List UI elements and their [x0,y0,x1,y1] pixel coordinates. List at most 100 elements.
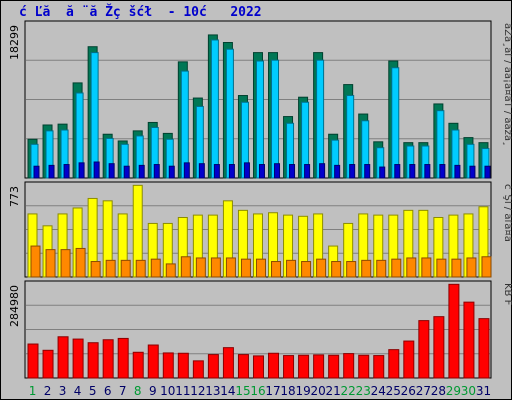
bar-top-s3-day-20 [319,163,326,179]
bar-top-s3-day-5 [93,161,100,179]
bar-middle-s2-day-23 [361,259,372,278]
bar-bottom-s1-day-21 [328,354,340,379]
bar-bottom-s1-day-12 [192,360,204,379]
x-tick-label-20: 20 [310,384,325,398]
bar-top-s3-day-31 [484,165,491,179]
x-tick-label-25: 25 [386,384,401,398]
bar-top-s3-day-29 [454,164,461,179]
bar-bottom-s1-day-5 [87,342,99,379]
bar-middle-s2-day-18 [286,259,297,278]
bar-bottom-s1-day-30 [463,301,475,379]
x-tick-label-8: 8 [134,384,142,398]
bar-middle-s2-day-11 [180,256,191,278]
bar-middle-s2-day-9 [150,258,161,278]
bar-middle-s2-day-8 [135,259,146,278]
bar-bottom-s1-day-22 [343,353,355,379]
bar-top-s3-day-12 [198,163,205,179]
bar-top-s2-day-13 [210,39,219,179]
y-max-label-top: 18299 [8,25,21,60]
x-tick-label-3: 3 [59,384,67,398]
x-tick-label-15: 15 [235,384,250,398]
bar-top-s3-day-23 [364,164,371,179]
x-tick-label-2: 2 [44,384,52,398]
bar-top-s3-day-26 [409,164,416,179]
bar-middle-s2-day-12 [195,257,206,278]
x-tick-label-24: 24 [371,384,386,398]
bar-top-s3-day-11 [183,162,190,179]
bar-middle-s2-day-24 [376,259,387,278]
bar-top-s3-day-21 [334,164,341,179]
bar-top-s3-day-4 [78,162,85,179]
bar-top-s3-day-17 [274,163,281,179]
x-tick-label-9: 9 [149,384,157,398]
bar-bottom-s1-day-15 [237,354,249,379]
bar-bottom-s1-day-11 [177,352,189,379]
x-tick-label-18: 18 [280,384,295,398]
bar-top-s3-day-15 [243,162,250,179]
bar-bottom-s1-day-26 [403,340,415,379]
x-tick-label-14: 14 [220,384,235,398]
x-tick-label-31: 31 [476,384,491,398]
bar-middle-s2-day-10 [165,263,176,278]
bar-bottom-s1-day-20 [313,354,325,379]
x-tick-label-5: 5 [89,384,97,398]
bar-bottom-s1-day-19 [298,354,310,379]
bar-top-s3-day-8 [138,164,145,179]
x-tick-label-21: 21 [326,384,341,398]
bar-bottom-s1-day-28 [433,316,445,379]
bar-top-s2-day-5 [90,52,99,179]
y-max-label-bottom: 284980 [8,285,21,327]
bar-middle-s2-day-29 [451,258,462,278]
legend-bottom: KB F [502,283,512,306]
x-tick-label-4: 4 [74,384,82,398]
chart-title: ć Ľă ă ¨ă Žç šćł - 10ć 2022 [19,5,262,20]
bar-bottom-s1-day-1 [27,343,39,379]
bar-middle-s2-day-25 [391,258,402,278]
y-max-label-middle: 773 [8,186,21,207]
bar-middle-s2-day-26 [406,257,417,278]
bar-middle-s2-day-28 [436,258,447,278]
x-tick-label-27: 27 [416,384,431,398]
bar-top-s3-day-16 [258,164,265,179]
bar-bottom-s1-day-17 [268,352,280,379]
bar-bottom-s1-day-7 [117,337,129,379]
bar-bottom-s1-day-16 [252,355,264,379]
bar-middle-s2-day-17 [271,261,282,278]
bar-middle-s2-day-3 [60,249,71,278]
x-tick-label-12: 12 [190,384,205,398]
bar-middle-s2-day-30 [466,257,477,278]
bar-middle-s2-day-15 [240,258,251,278]
bar-bottom-s1-day-31 [478,318,490,379]
bar-bottom-s1-day-8 [132,351,144,379]
x-tick-label-30: 30 [461,384,476,398]
bar-top-s2-day-20 [316,59,325,179]
bar-middle-s2-day-27 [421,257,432,278]
bar-top-s3-day-14 [228,164,235,179]
bar-middle-s2-day-7 [120,259,131,278]
bar-bottom-s1-day-13 [207,354,219,379]
x-tick-label-1: 1 [29,384,37,398]
bar-top-s3-day-19 [304,164,311,179]
bar-bottom-s1-day-18 [283,355,295,379]
bar-middle-s2-day-6 [105,259,116,278]
x-tick-label-26: 26 [401,384,416,398]
bar-top-s3-day-6 [108,163,115,179]
x-tick-label-13: 13 [205,384,220,398]
legend-top: ăŻă¸ăľ / ăă¡ă¤ăŤ / ăăźă¸ [502,23,512,146]
bar-bottom-s1-day-25 [388,349,400,379]
legend-middle: č¨Şĺ / ăľă¤ă [502,184,512,242]
bar-bottom-s1-day-2 [42,349,54,379]
bar-top-s3-day-30 [469,165,476,179]
bar-bottom-s1-day-10 [162,352,174,379]
x-tick-label-19: 19 [295,384,310,398]
x-tick-label-16: 16 [250,384,265,398]
bar-bottom-s1-day-23 [358,354,370,379]
bar-middle-s2-day-5 [90,261,101,278]
bar-top-s2-day-11 [180,70,189,179]
bar-bottom-s1-day-14 [222,347,234,379]
bar-top-s3-day-7 [123,165,130,179]
bar-top-s2-day-25 [391,67,400,179]
x-tick-label-7: 7 [119,384,127,398]
bar-middle-s2-day-22 [346,261,357,278]
